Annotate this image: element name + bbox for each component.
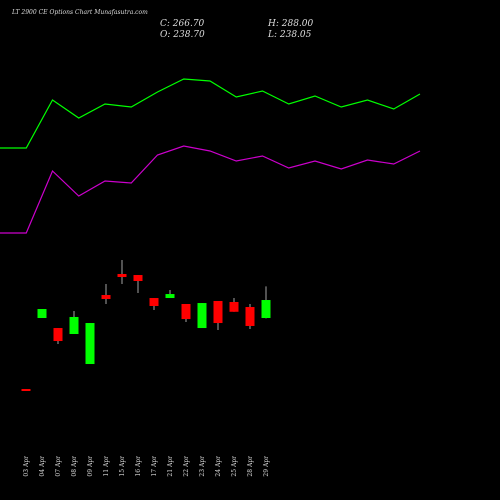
chart-title: LT 2900 CE Options Chart Munafasutra.com — [11, 9, 148, 16]
high-label: H: 288.00 — [267, 19, 314, 29]
x-tick-label: 21 Apr — [167, 456, 174, 477]
candle-body — [165, 294, 175, 299]
candle-body — [149, 298, 159, 306]
x-tick-label: 28 Apr — [247, 456, 254, 477]
candle-body — [229, 302, 239, 312]
candle-body — [181, 304, 191, 320]
candle-body — [69, 316, 79, 335]
x-tick-label: 24 Apr — [215, 456, 222, 477]
x-tick-label: 09 Apr — [87, 456, 94, 477]
candle-body — [245, 307, 255, 326]
x-tick-label: 22 Apr — [183, 456, 190, 477]
open-label: O: 238.70 — [160, 30, 205, 40]
candle-body — [85, 323, 95, 365]
candle-body — [37, 309, 47, 319]
x-tick-label: 29 Apr — [263, 456, 270, 477]
candle-body — [197, 303, 207, 329]
x-tick-label: 04 Apr — [39, 456, 46, 477]
x-tick-label: 11 Apr — [103, 456, 110, 477]
indicator-line — [0, 145, 421, 234]
candle-body — [21, 389, 31, 392]
candle-body — [133, 275, 143, 281]
candle-body — [213, 300, 223, 324]
candle-body — [117, 273, 127, 278]
candle-body — [53, 328, 63, 342]
candle-body — [261, 300, 271, 319]
x-tick-label: 15 Apr — [119, 456, 126, 477]
indicator-line — [0, 78, 421, 149]
low-label: L: 238.05 — [267, 30, 312, 40]
x-tick-label: 08 Apr — [71, 456, 78, 477]
x-tick-label: 07 Apr — [55, 456, 62, 477]
candle-body — [101, 295, 111, 299]
close-label: C: 266.70 — [160, 19, 205, 29]
x-tick-label: 23 Apr — [199, 456, 206, 477]
x-tick-label: 17 Apr — [151, 456, 158, 477]
x-tick-label: 25 Apr — [231, 456, 238, 477]
x-tick-label: 16 Apr — [135, 456, 142, 477]
x-tick-label: 03 Apr — [23, 456, 30, 477]
